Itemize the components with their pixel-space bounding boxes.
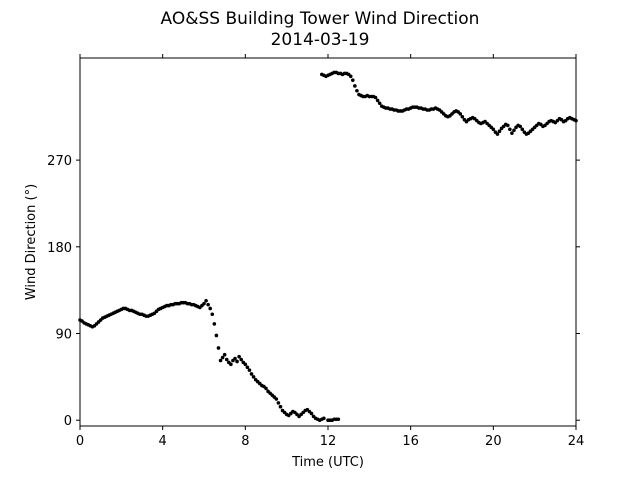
data-point bbox=[348, 74, 353, 79]
data-point bbox=[351, 78, 355, 82]
x-tick-label: 0 bbox=[76, 434, 84, 449]
data-point bbox=[491, 127, 496, 132]
data-point bbox=[512, 128, 516, 133]
data-point bbox=[247, 368, 252, 372]
data-point bbox=[278, 404, 283, 409]
data-point bbox=[375, 98, 380, 103]
data-point bbox=[518, 124, 522, 129]
x-tick-label: 16 bbox=[402, 434, 419, 449]
data-point bbox=[222, 352, 227, 357]
data-point bbox=[233, 356, 237, 361]
data-point bbox=[264, 386, 268, 391]
chart-subtitle: 2014-03-19 bbox=[271, 30, 370, 50]
data-point bbox=[214, 333, 219, 338]
data-point bbox=[520, 127, 525, 132]
x-tick-label: 12 bbox=[320, 434, 337, 449]
x-tick-label: 20 bbox=[485, 434, 502, 449]
data-point bbox=[373, 95, 378, 100]
data-point bbox=[497, 129, 502, 134]
y-tick-label: 0 bbox=[64, 414, 72, 429]
y-tick-label: 180 bbox=[47, 241, 72, 256]
data-point bbox=[353, 84, 357, 88]
data-point bbox=[206, 302, 210, 307]
data-point bbox=[204, 298, 208, 303]
x-tick-label: 4 bbox=[159, 434, 167, 449]
data-point bbox=[216, 346, 221, 350]
data-point bbox=[495, 132, 500, 136]
x-axis-ticks: 0 4 8 12 16 20 24 bbox=[76, 54, 584, 449]
data-point bbox=[224, 357, 229, 362]
y-axis-label: Wind Direction (°) bbox=[24, 184, 39, 300]
data-point bbox=[218, 358, 223, 363]
data-point bbox=[202, 301, 206, 306]
data-point bbox=[508, 127, 512, 132]
data-point bbox=[460, 114, 465, 119]
y-tick-label: 90 bbox=[55, 328, 72, 343]
data-point bbox=[239, 357, 243, 362]
y-axis-ticks: 0 90 180 270 bbox=[47, 154, 580, 429]
data-point bbox=[212, 322, 217, 326]
data-point bbox=[251, 375, 256, 379]
data-point bbox=[210, 312, 215, 317]
data-point bbox=[309, 411, 314, 416]
data-point bbox=[506, 123, 510, 128]
data-point bbox=[322, 416, 326, 421]
y-tick-label: 270 bbox=[47, 154, 72, 169]
plot-frame bbox=[79, 57, 577, 427]
data-point bbox=[274, 397, 279, 401]
data-point bbox=[208, 306, 212, 311]
data-point bbox=[237, 354, 241, 359]
x-tick-label: 8 bbox=[241, 434, 249, 449]
data-point bbox=[574, 118, 578, 123]
data-point bbox=[458, 112, 463, 116]
data-points bbox=[78, 70, 578, 423]
data-point bbox=[235, 359, 239, 364]
chart-title: AO&SS Building Tower Wind Direction bbox=[161, 9, 480, 29]
data-point bbox=[510, 131, 514, 135]
data-point bbox=[336, 417, 341, 422]
data-point bbox=[377, 101, 382, 106]
x-tick-label: 24 bbox=[568, 434, 585, 449]
data-point bbox=[249, 372, 254, 376]
x-axis-label: Time (UTC) bbox=[291, 455, 364, 470]
data-point bbox=[220, 355, 225, 360]
data-point bbox=[245, 365, 250, 370]
data-point bbox=[243, 362, 248, 367]
data-point bbox=[276, 401, 281, 405]
data-point bbox=[229, 362, 233, 367]
data-point bbox=[355, 88, 359, 93]
